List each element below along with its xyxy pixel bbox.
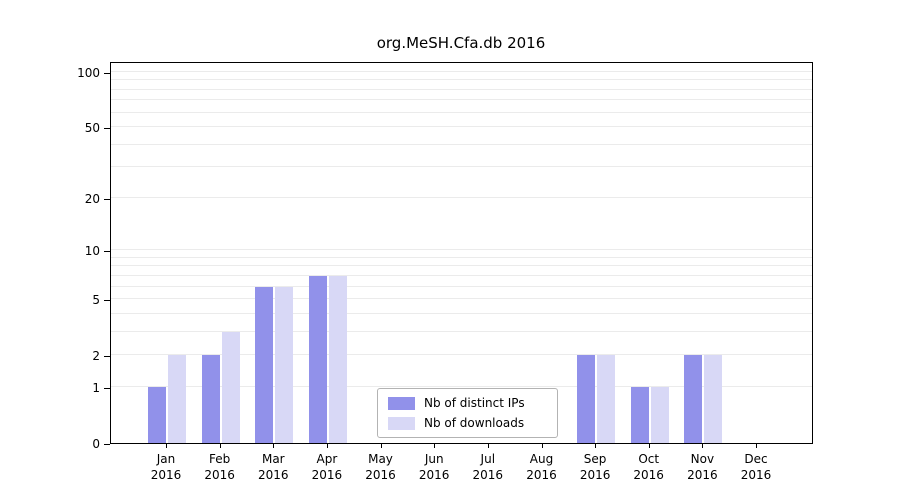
gridline-1: [111, 386, 812, 388]
x-tick-mark: [219, 444, 221, 448]
legend-swatch-downloads: [388, 416, 415, 430]
gridline-5: [111, 298, 812, 299]
legend-item-downloads: Nb of downloads: [388, 416, 547, 430]
bar-oct-distinct-ips: [630, 387, 649, 443]
x-tick-label-nov: Nov 2016: [687, 452, 718, 482]
legend-swatch-distinct-ips: [388, 396, 415, 410]
legend-label-distinct-ips: Nb of distinct IPs: [424, 396, 525, 410]
gridline-50: [111, 125, 812, 127]
gridline-6: [111, 285, 812, 287]
x-tick-label-feb: Feb 2016: [204, 452, 235, 482]
plot-area: [110, 62, 813, 444]
gridline-80: [111, 88, 812, 90]
chart-title: org.MeSH.Cfa.db 2016: [376, 34, 546, 52]
gridline-90: [111, 79, 812, 81]
x-tick-mark: [702, 444, 704, 448]
legend: Nb of distinct IPs Nb of downloads: [377, 388, 558, 438]
bar-sep-distinct-ips: [577, 354, 596, 443]
y-tick-label-0: 0: [92, 437, 100, 451]
gridline-20: [111, 197, 812, 199]
y-tick-label-5: 5: [92, 293, 100, 307]
x-tick-label-aug: Aug 2016: [526, 452, 557, 482]
y-tick-label-1: 1: [92, 381, 100, 396]
y-tick-mark: [104, 444, 110, 445]
x-tick-mark: [595, 444, 597, 448]
x-tick-label-dec: Dec 2016: [740, 452, 772, 482]
y-tick-mark: [104, 199, 110, 201]
bar-oct-downloads: [650, 387, 669, 443]
x-tick-mark: [756, 444, 757, 448]
y-tick-label-50: 50: [84, 120, 100, 135]
x-tick-label-sep: Sep 2016: [579, 452, 611, 482]
gridline-7: [111, 274, 812, 276]
y-tick-label-100: 100: [77, 66, 100, 80]
x-tick-label-may: May 2016: [365, 452, 396, 482]
gridline-10: [111, 249, 812, 251]
bar-apr-distinct-ips: [308, 275, 327, 443]
gridline-8: [111, 265, 812, 267]
x-tick-mark: [273, 444, 275, 448]
gridline-40: [111, 143, 812, 145]
gridline-3: [111, 330, 812, 332]
bar-feb-downloads: [221, 331, 240, 443]
bar-mar-downloads: [275, 286, 294, 443]
y-tick-label-10: 10: [84, 244, 100, 259]
bar-feb-distinct-ips: [201, 354, 220, 443]
x-tick-label-jun: Jun 2016: [418, 452, 450, 482]
x-tick-mark: [380, 444, 382, 448]
gridline-100: [111, 71, 812, 72]
y-tick-mark: [104, 300, 110, 301]
bar-nov-downloads: [704, 354, 723, 443]
x-tick-mark: [326, 444, 328, 448]
y-tick-mark: [104, 73, 110, 74]
gridline-70: [111, 99, 812, 101]
bar-jan-distinct-ips: [148, 387, 166, 443]
x-tick-label-jan: Jan 2016: [150, 452, 182, 482]
bar-mar-distinct-ips: [255, 286, 274, 443]
x-tick-label-apr: Apr 2016: [311, 452, 343, 482]
x-tick-label-jul: Jul 2016: [472, 452, 504, 482]
x-tick-mark: [648, 444, 650, 448]
y-tick-label-20: 20: [84, 192, 100, 207]
gridline-2: [111, 353, 812, 355]
bar-jan-downloads: [168, 354, 186, 443]
x-tick-mark: [434, 444, 436, 448]
legend-label-downloads: Nb of downloads: [424, 416, 525, 430]
x-tick-label-oct: Oct 2016: [633, 452, 664, 482]
gridline-4: [111, 312, 812, 314]
y-tick-mark: [104, 127, 110, 129]
legend-item-distinct-ips: Nb of distinct IPs: [388, 396, 547, 410]
gridline-9: [111, 256, 812, 258]
bar-sep-downloads: [597, 354, 616, 443]
gridline-30: [111, 165, 812, 167]
y-tick-mark: [104, 355, 110, 357]
y-tick-label-2: 2: [92, 348, 100, 363]
gridline-60: [111, 111, 812, 113]
x-tick-mark: [487, 444, 489, 448]
x-tick-label-mar: Mar 2016: [258, 452, 289, 482]
x-tick-mark: [166, 444, 167, 448]
x-tick-mark: [541, 444, 543, 448]
bar-nov-distinct-ips: [684, 354, 703, 443]
bar-apr-downloads: [328, 275, 347, 443]
y-tick-mark: [104, 388, 110, 390]
y-tick-mark: [104, 251, 110, 253]
